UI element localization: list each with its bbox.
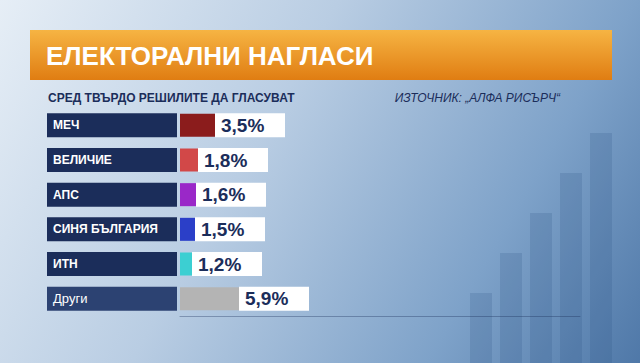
svg-text:АПС: АПС [53, 188, 79, 202]
svg-text:ЕЛЕКТОРАЛНИ НАГЛАСИ: ЕЛЕКТОРАЛНИ НАГЛАСИ [46, 41, 373, 71]
svg-text:СИНЯ БЪЛГАРИЯ: СИНЯ БЪЛГАРИЯ [53, 222, 158, 236]
svg-text:1,8%: 1,8% [204, 150, 247, 171]
svg-text:Други: Други [53, 291, 87, 306]
svg-text:СРЕД ТВЪРДО РЕШИЛИТЕ ДА ГЛАСУВ: СРЕД ТВЪРДО РЕШИЛИТЕ ДА ГЛАСУВАТ [48, 91, 295, 105]
svg-text:1,2%: 1,2% [198, 254, 241, 275]
svg-text:1,5%: 1,5% [201, 219, 244, 240]
svg-text:3,5%: 3,5% [221, 115, 264, 136]
svg-text:ИЗТОЧНИК: „АЛФА РИСЪРЧ“: ИЗТОЧНИК: „АЛФА РИСЪРЧ“ [395, 91, 561, 105]
svg-text:1,6%: 1,6% [202, 184, 245, 205]
svg-text:5,9%: 5,9% [245, 288, 288, 309]
svg-text:ИТН: ИТН [53, 257, 78, 271]
svg-text:ВЕЛИЧИЕ: ВЕЛИЧИЕ [53, 153, 112, 167]
svg-text:МЕЧ: МЕЧ [53, 118, 79, 132]
